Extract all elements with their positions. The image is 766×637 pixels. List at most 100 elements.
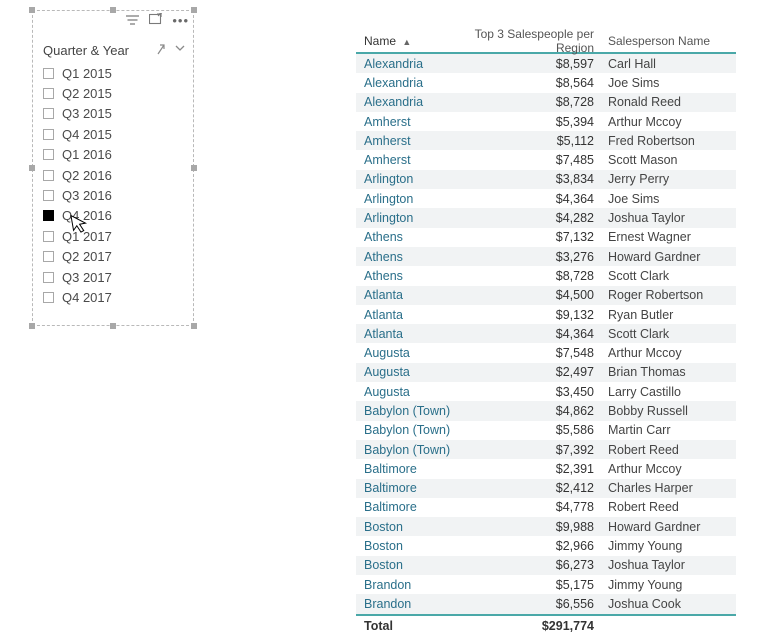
checkbox-icon[interactable] [43, 210, 54, 221]
table-row[interactable]: Alexandria$8,728Ronald Reed [356, 93, 736, 112]
table-row[interactable]: Boston$9,988Howard Gardner [356, 517, 736, 536]
slicer-item[interactable]: Q1 2015 [43, 63, 189, 83]
table-row[interactable]: Athens$8,728Scott Clark [356, 266, 736, 285]
slicer-item[interactable]: Q3 2015 [43, 104, 189, 124]
cell-name[interactable]: Arlington [356, 211, 468, 225]
cell-name[interactable]: Athens [356, 269, 468, 283]
more-options-icon[interactable]: ••• [172, 14, 189, 27]
table-row[interactable]: Atlanta$4,500Roger Robertson [356, 286, 736, 305]
cell-name[interactable]: Alexandria [356, 76, 468, 90]
table-row[interactable]: Augusta$2,497Brian Thomas [356, 363, 736, 382]
chevron-down-icon[interactable] [175, 43, 185, 58]
table-row[interactable]: Baltimore$4,778Robert Reed [356, 498, 736, 517]
checkbox-icon[interactable] [43, 231, 54, 242]
table-row[interactable]: Alexandria$8,564Joe Sims [356, 73, 736, 92]
slicer-item[interactable]: Q4 2015 [43, 124, 189, 144]
resize-handle[interactable] [29, 165, 35, 171]
table-row[interactable]: Alexandria$8,597Carl Hall [356, 54, 736, 73]
clear-selections-icon[interactable] [155, 43, 167, 58]
slicer-item[interactable]: Q3 2017 [43, 267, 189, 287]
cell-name[interactable]: Baltimore [356, 481, 468, 495]
cell-name[interactable]: Boston [356, 520, 468, 534]
cell-name[interactable]: Arlington [356, 192, 468, 206]
slicer-item[interactable]: Q1 2017 [43, 226, 189, 246]
table-row[interactable]: Atlanta$9,132Ryan Butler [356, 305, 736, 324]
resize-handle[interactable] [191, 7, 197, 13]
table-row[interactable]: Amherst$5,112Fred Robertson [356, 131, 736, 150]
cell-name[interactable]: Amherst [356, 153, 468, 167]
cell-name[interactable]: Alexandria [356, 95, 468, 109]
cell-name[interactable]: Babylon (Town) [356, 443, 468, 457]
cell-name[interactable]: Amherst [356, 134, 468, 148]
resize-handle[interactable] [191, 165, 197, 171]
cell-name[interactable]: Atlanta [356, 308, 468, 322]
table-row[interactable]: Athens$7,132Ernest Wagner [356, 228, 736, 247]
resize-handle[interactable] [110, 7, 116, 13]
table-row[interactable]: Babylon (Town)$4,862Bobby Russell [356, 401, 736, 420]
table-row[interactable]: Athens$3,276Howard Gardner [356, 247, 736, 266]
resize-handle[interactable] [29, 323, 35, 329]
checkbox-icon[interactable] [43, 108, 54, 119]
table-row[interactable]: Brandon$5,175Jimmy Young [356, 575, 736, 594]
cell-name[interactable]: Babylon (Town) [356, 404, 468, 418]
checkbox-icon[interactable] [43, 129, 54, 140]
cell-name[interactable]: Boston [356, 539, 468, 553]
slicer-item[interactable]: Q3 2016 [43, 185, 189, 205]
cell-name[interactable]: Atlanta [356, 288, 468, 302]
slicer-item[interactable]: Q2 2015 [43, 83, 189, 103]
slicer-visual[interactable]: ••• Quarter & Year Q1 2015Q2 2015Q3 2015… [32, 10, 194, 326]
table-row[interactable]: Augusta$7,548Arthur Mccoy [356, 343, 736, 362]
cell-name[interactable]: Baltimore [356, 500, 468, 514]
cell-name[interactable]: Brandon [356, 578, 468, 592]
checkbox-icon[interactable] [43, 149, 54, 160]
cell-name[interactable]: Augusta [356, 385, 468, 399]
table-row[interactable]: Brandon$6,556Joshua Cook [356, 594, 736, 613]
cell-name[interactable]: Babylon (Town) [356, 423, 468, 437]
table-row[interactable]: Arlington$4,364Joe Sims [356, 189, 736, 208]
cell-name[interactable]: Augusta [356, 346, 468, 360]
table-row[interactable]: Arlington$4,282Joshua Taylor [356, 208, 736, 227]
slicer-item[interactable]: Q1 2016 [43, 145, 189, 165]
table-row[interactable]: Atlanta$4,364Scott Clark [356, 324, 736, 343]
table-row[interactable]: Boston$2,966Jimmy Young [356, 536, 736, 555]
column-header-name[interactable]: Name ▲ [356, 34, 468, 48]
table-header[interactable]: Name ▲ Top 3 Salespeople per Region Sale… [356, 30, 736, 54]
table-row[interactable]: Augusta$3,450Larry Castillo [356, 382, 736, 401]
cell-name[interactable]: Athens [356, 250, 468, 264]
cell-name[interactable]: Augusta [356, 365, 468, 379]
cell-name[interactable]: Atlanta [356, 327, 468, 341]
table-row[interactable]: Arlington$3,834Jerry Perry [356, 170, 736, 189]
table-row[interactable]: Amherst$5,394Arthur Mccoy [356, 112, 736, 131]
filters-icon[interactable] [126, 14, 139, 27]
slicer-item[interactable]: Q4 2017 [43, 287, 189, 307]
cell-name[interactable]: Athens [356, 230, 468, 244]
checkbox-icon[interactable] [43, 88, 54, 99]
checkbox-icon[interactable] [43, 292, 54, 303]
cell-name[interactable]: Arlington [356, 172, 468, 186]
column-header-metric[interactable]: Top 3 Salespeople per Region [468, 27, 604, 55]
cell-name[interactable]: Amherst [356, 115, 468, 129]
cell-name[interactable]: Baltimore [356, 462, 468, 476]
table-row[interactable]: Baltimore$2,412Charles Harper [356, 479, 736, 498]
checkbox-icon[interactable] [43, 251, 54, 262]
table-row[interactable]: Baltimore$2,391Arthur Mccoy [356, 459, 736, 478]
checkbox-icon[interactable] [43, 68, 54, 79]
slicer-item[interactable]: Q2 2016 [43, 165, 189, 185]
slicer-item[interactable]: Q2 2017 [43, 247, 189, 267]
cell-name[interactable]: Brandon [356, 597, 468, 611]
table-row[interactable]: Amherst$7,485Scott Mason [356, 150, 736, 169]
checkbox-icon[interactable] [43, 190, 54, 201]
resize-handle[interactable] [110, 323, 116, 329]
slicer-item[interactable]: Q4 2016 [43, 206, 189, 226]
cell-name[interactable]: Alexandria [356, 57, 468, 71]
checkbox-icon[interactable] [43, 170, 54, 181]
resize-handle[interactable] [29, 7, 35, 13]
table-row[interactable]: Babylon (Town)$5,586Martin Carr [356, 421, 736, 440]
cell-name[interactable]: Boston [356, 558, 468, 572]
checkbox-icon[interactable] [43, 272, 54, 283]
table-row[interactable]: Boston$6,273Joshua Taylor [356, 556, 736, 575]
column-header-person[interactable]: Salesperson Name [604, 34, 736, 48]
resize-handle[interactable] [191, 323, 197, 329]
focus-mode-icon[interactable] [149, 13, 162, 27]
table-row[interactable]: Babylon (Town)$7,392Robert Reed [356, 440, 736, 459]
